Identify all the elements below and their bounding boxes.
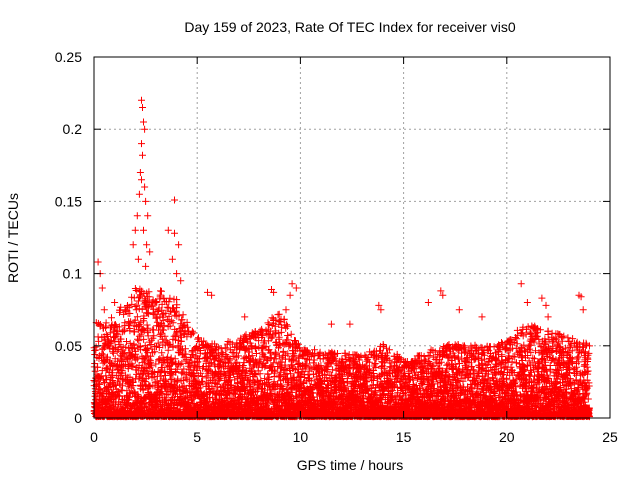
chart-title: Day 159 of 2023, Rate Of TEC Index for r… xyxy=(184,19,515,35)
data-point xyxy=(266,321,273,328)
data-point xyxy=(242,354,249,361)
data-point xyxy=(276,311,283,318)
data-point xyxy=(108,314,115,321)
data-point xyxy=(134,336,141,343)
data-points xyxy=(91,97,594,420)
data-point xyxy=(158,288,165,295)
data-point xyxy=(180,311,187,318)
data-point xyxy=(288,331,295,338)
data-point xyxy=(166,295,173,302)
